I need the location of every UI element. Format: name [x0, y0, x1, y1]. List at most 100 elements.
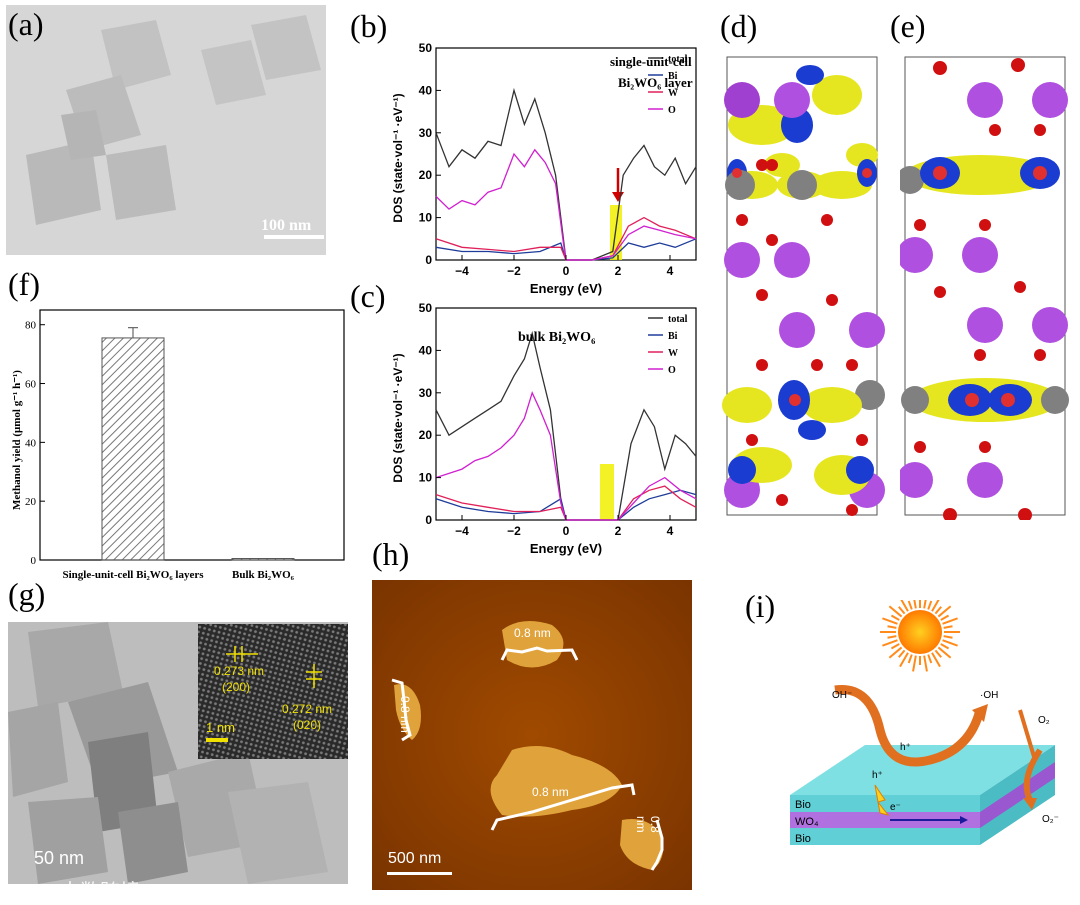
x-tick-label: 2 — [615, 524, 622, 538]
y-tick-label: 30 — [419, 386, 433, 400]
sun-ray — [943, 625, 953, 629]
panel-i-schematic: OH⁻ ·OH O₂ O₂⁻ h⁺ h⁺ e⁻ Bio WO₄ Bio — [790, 600, 1059, 845]
sun-ray — [913, 600, 917, 609]
sun-ray — [927, 654, 933, 664]
y-tick-label: 20 — [419, 428, 433, 442]
bi-atoms — [900, 82, 1068, 498]
layer-mid-label: WO₄ — [795, 816, 819, 828]
oh-radical-label: ·OH — [980, 690, 998, 701]
hole-label: h⁺ — [900, 742, 911, 753]
y-tick-label: 10 — [419, 211, 433, 225]
y-axis-label: Methanol yield (μmol g⁻¹ h⁻¹) — [11, 370, 23, 510]
oh-minus-label: OH⁻ — [832, 690, 852, 701]
o2-label: O₂ — [1038, 715, 1050, 726]
sun-ray — [940, 643, 950, 650]
panel-g-flakes — [8, 622, 348, 884]
electron-label: e⁻ — [890, 802, 901, 813]
legend-entry: O — [668, 365, 676, 376]
annotation: bulk Bi₂WO₆ — [518, 330, 595, 345]
y-tick-label: 0 — [31, 555, 37, 567]
sun-ray — [927, 600, 933, 610]
inset-hkl-1: (200) — [222, 680, 251, 694]
legend-entry: O — [668, 105, 676, 116]
panel-h-scale-bar-label: 500 nm — [388, 850, 442, 867]
series-o — [435, 390, 697, 521]
slab — [790, 745, 1055, 845]
x-axis-label: Energy (eV) — [530, 281, 602, 296]
arrow-head — [612, 192, 624, 202]
sun-ray — [923, 655, 928, 672]
x-tick-label: 2 — [615, 264, 622, 278]
inset-d-spacing-1: 0.273 nm — [214, 664, 265, 678]
panel-label-e: (e) — [890, 8, 926, 44]
panel-label-c: (c) — [350, 278, 386, 314]
sun-ray — [888, 605, 903, 618]
panel-h-afm-image: 0.8 nm 0.8 nm 0.8 nm 0.8 nm 500 nm — [372, 580, 692, 890]
sun-ray — [907, 600, 913, 610]
sun-ray — [912, 655, 917, 672]
legend-entry: Bi — [668, 331, 678, 342]
series-group: total Bi WO — [435, 54, 697, 261]
plot-frame — [39, 309, 345, 561]
sun-ray — [898, 649, 906, 658]
x-tick-label: −4 — [455, 264, 469, 278]
sun-ray — [937, 605, 952, 618]
afm-topography — [372, 580, 692, 890]
y-axis-label: DOS (state·vol⁻¹ ·eV⁻¹) — [391, 353, 405, 482]
layer-top-label: Bio — [795, 799, 811, 811]
x-axis-label: Energy (eV) — [530, 541, 602, 556]
sun-ray — [940, 614, 950, 621]
panel-g-tem-image: 0.273 nm (200) 0.272 nm (020) 1 nm 50 nm — [8, 622, 348, 884]
hole-label-2: h⁺ — [872, 770, 883, 781]
annotation-line2: Bi₂WO₆ layer — [618, 75, 693, 90]
tick-group: 0 20 40 60 80 — [25, 320, 45, 567]
x-tick-label: 4 — [667, 264, 674, 278]
y-tick-label: 50 — [419, 301, 433, 315]
x-category-label: Bulk Bi₂WO₆ — [232, 569, 295, 581]
series-total — [435, 87, 697, 261]
panel-e-charge-density — [900, 56, 1069, 520]
panel-label-i: (i) — [745, 588, 776, 624]
panel-d-charge-density — [722, 56, 885, 516]
w-atoms — [900, 166, 1069, 414]
panel-g-scale-bar-label: 50 nm — [34, 848, 85, 868]
sun-ray — [931, 600, 940, 612]
watermark: 大数跨境 — [60, 881, 140, 903]
panel-label-a: (a) — [8, 6, 44, 42]
x-tick-label: −4 — [455, 524, 469, 538]
panel-a-scale-bar-label: 100 nm — [261, 217, 312, 234]
sun-ray — [937, 646, 952, 659]
sun-ray — [942, 639, 958, 647]
sun-ray — [934, 606, 942, 615]
height-label-1: 0.8 nm — [514, 626, 551, 640]
sun-ray — [898, 606, 906, 615]
x-tick-label: −2 — [507, 264, 521, 278]
sun-ray — [887, 625, 897, 629]
height-label-2: 0.8 nm — [398, 696, 412, 733]
y-tick-label: 0 — [425, 513, 432, 527]
sun-ray — [907, 654, 913, 664]
series-w — [435, 485, 697, 521]
bandgap-highlight — [600, 464, 614, 520]
y-tick-label: 40 — [419, 343, 433, 357]
x-tick-label: −2 — [507, 524, 521, 538]
annotation-line1: single-unit-cell — [610, 54, 692, 69]
y-tick-label: 20 — [25, 496, 37, 508]
legend-entry: total — [668, 314, 688, 325]
panel-label-b: (b) — [350, 8, 388, 44]
legend-entry: Bi — [668, 71, 678, 82]
sun-icon — [880, 600, 960, 672]
series-w — [435, 216, 697, 261]
sun-ray — [942, 617, 958, 625]
sun-ray — [943, 635, 953, 639]
inset-hkl-2: (020) — [293, 718, 322, 732]
sun-ray — [890, 643, 900, 650]
o-atoms — [736, 159, 868, 516]
inset-d-spacing-2: 0.272 nm — [282, 702, 333, 716]
y-tick-label: 50 — [419, 41, 433, 55]
bar-1 — [231, 558, 295, 561]
sun-ray — [934, 649, 942, 658]
x-tick-label: 4 — [667, 524, 674, 538]
